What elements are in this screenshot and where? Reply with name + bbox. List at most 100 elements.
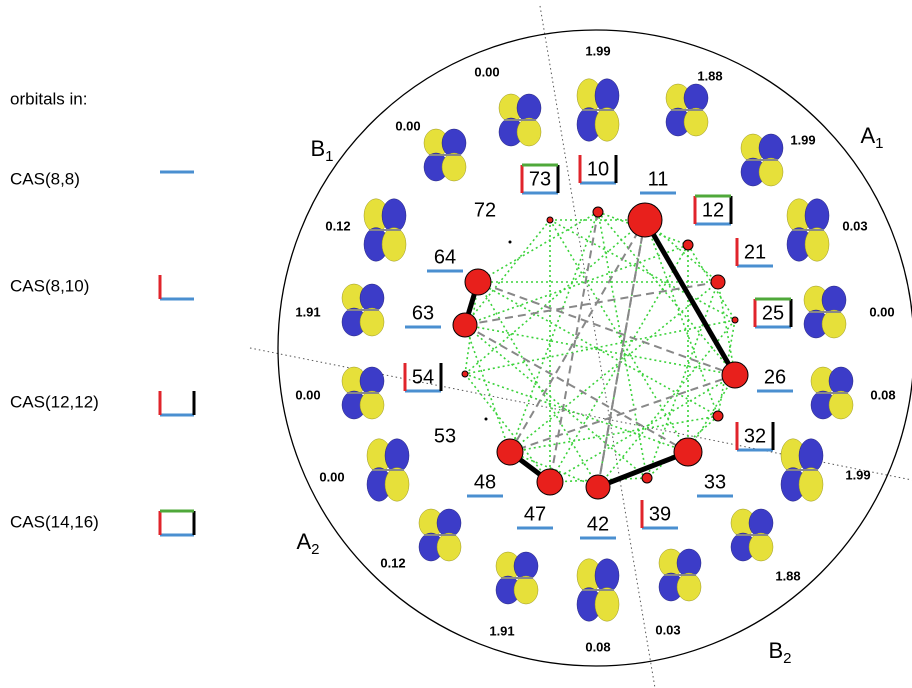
lobe — [828, 390, 854, 420]
strong-link — [642, 218, 738, 377]
orbital-node — [461, 370, 469, 378]
orbital-number: 12 — [702, 199, 724, 221]
orbital-node — [464, 268, 492, 296]
lobe — [683, 107, 709, 137]
lobe — [384, 467, 410, 502]
lobe — [381, 227, 407, 262]
entanglement-link — [597, 319, 736, 488]
entanglement-link — [717, 319, 736, 417]
orbital-image — [498, 93, 542, 147]
orbital-number: 10 — [587, 158, 609, 180]
occupation: 0.08 — [870, 387, 895, 402]
orbital-node — [627, 202, 663, 238]
orbital-node — [682, 239, 694, 251]
symmetry-label: A2 — [296, 529, 319, 558]
dot — [484, 417, 488, 421]
legend-title: orbitals in: — [10, 89, 87, 108]
orbital-number: 39 — [649, 503, 671, 525]
symmetry-label: B1 — [310, 136, 333, 165]
occupation: 0.12 — [380, 555, 405, 570]
orbital-number: 54 — [412, 366, 434, 388]
symmetry-subscript: 1 — [325, 148, 333, 165]
entanglement-link — [464, 324, 736, 376]
entanglement-link — [464, 324, 511, 453]
symmetry-subscript: 2 — [311, 541, 319, 558]
entanglement-link — [717, 281, 736, 376]
legend-item: CAS(14,16) — [10, 512, 99, 531]
symmetry-letter: A — [296, 529, 311, 554]
entanglement-link — [477, 211, 599, 283]
orbital-image — [341, 283, 385, 337]
orbital-number: 64 — [434, 246, 456, 268]
network — [452, 202, 749, 500]
orbital-image — [576, 558, 620, 622]
occupation: 0.12 — [325, 218, 350, 233]
symmetry-label: B2 — [768, 638, 791, 667]
orbital-number: 26 — [764, 366, 786, 388]
orbital-number: 73 — [529, 168, 551, 190]
lobe — [821, 309, 847, 339]
entanglement-link — [464, 244, 689, 326]
entanglement-link — [464, 373, 551, 483]
occupation: 0.00 — [869, 304, 894, 319]
orbital-images — [341, 78, 854, 622]
orbital-number: 53 — [434, 425, 456, 447]
orbital-image — [576, 78, 620, 142]
occupation: 1.91 — [295, 304, 320, 319]
lobe — [676, 572, 702, 602]
orbital-number: 72 — [474, 199, 496, 221]
lobe — [594, 587, 620, 622]
orbital-image — [780, 438, 824, 502]
occupation: 0.00 — [319, 469, 344, 484]
occupation: 0.03 — [655, 622, 680, 637]
orbital-image — [730, 508, 774, 562]
orbital-node — [585, 474, 611, 500]
orbital-node — [673, 437, 703, 467]
lobe — [441, 152, 467, 182]
lobe — [359, 307, 385, 337]
orbital-image — [810, 366, 854, 420]
orbital-node — [712, 410, 724, 422]
orbital-node — [641, 472, 653, 484]
occupation: 1.99 — [585, 43, 610, 58]
occupation: 1.99 — [790, 132, 815, 147]
mutual-info-link — [509, 374, 736, 453]
orbital-image — [658, 548, 702, 602]
lobe — [436, 532, 462, 562]
entanglement-link — [509, 415, 719, 453]
orbital-node — [536, 468, 564, 496]
legend-item: CAS(12,12) — [10, 392, 99, 411]
occupation: 0.00 — [474, 64, 499, 79]
entanglement-link — [646, 415, 719, 479]
axis-line — [539, 5, 656, 688]
orbital-node — [546, 216, 554, 224]
entanglement-link — [549, 477, 648, 483]
orbital-image — [786, 198, 830, 262]
orbital-node — [731, 316, 739, 324]
orbital-number: 32 — [744, 425, 766, 447]
symmetry-label: A1 — [860, 123, 883, 152]
orbital-image — [665, 83, 709, 137]
entanglement-link — [597, 211, 736, 376]
orbital-node — [592, 206, 604, 218]
orbital-node — [710, 274, 726, 290]
lobe — [516, 117, 542, 147]
occupation: 0.03 — [842, 218, 867, 233]
orbital-number: 25 — [762, 302, 784, 324]
entanglement-link — [597, 211, 689, 246]
symmetry-letter: B — [768, 638, 783, 663]
symmetry-letter: B — [310, 136, 325, 161]
legend: CAS(8,8) CAS(8,10) CAS(12,12) CAS(14,16) — [10, 169, 196, 537]
mutual-info-link — [509, 219, 646, 453]
orbital-image — [803, 285, 847, 339]
orbital-number: 21 — [744, 241, 766, 263]
orbital-node — [496, 438, 524, 466]
entanglement-link — [464, 219, 646, 375]
orbital-node — [721, 361, 749, 389]
lobe — [594, 107, 620, 142]
orbital-node — [452, 312, 478, 338]
orbital-number: 11 — [648, 168, 669, 190]
orbital-number: 33 — [704, 471, 726, 493]
orbital-image — [341, 366, 385, 420]
